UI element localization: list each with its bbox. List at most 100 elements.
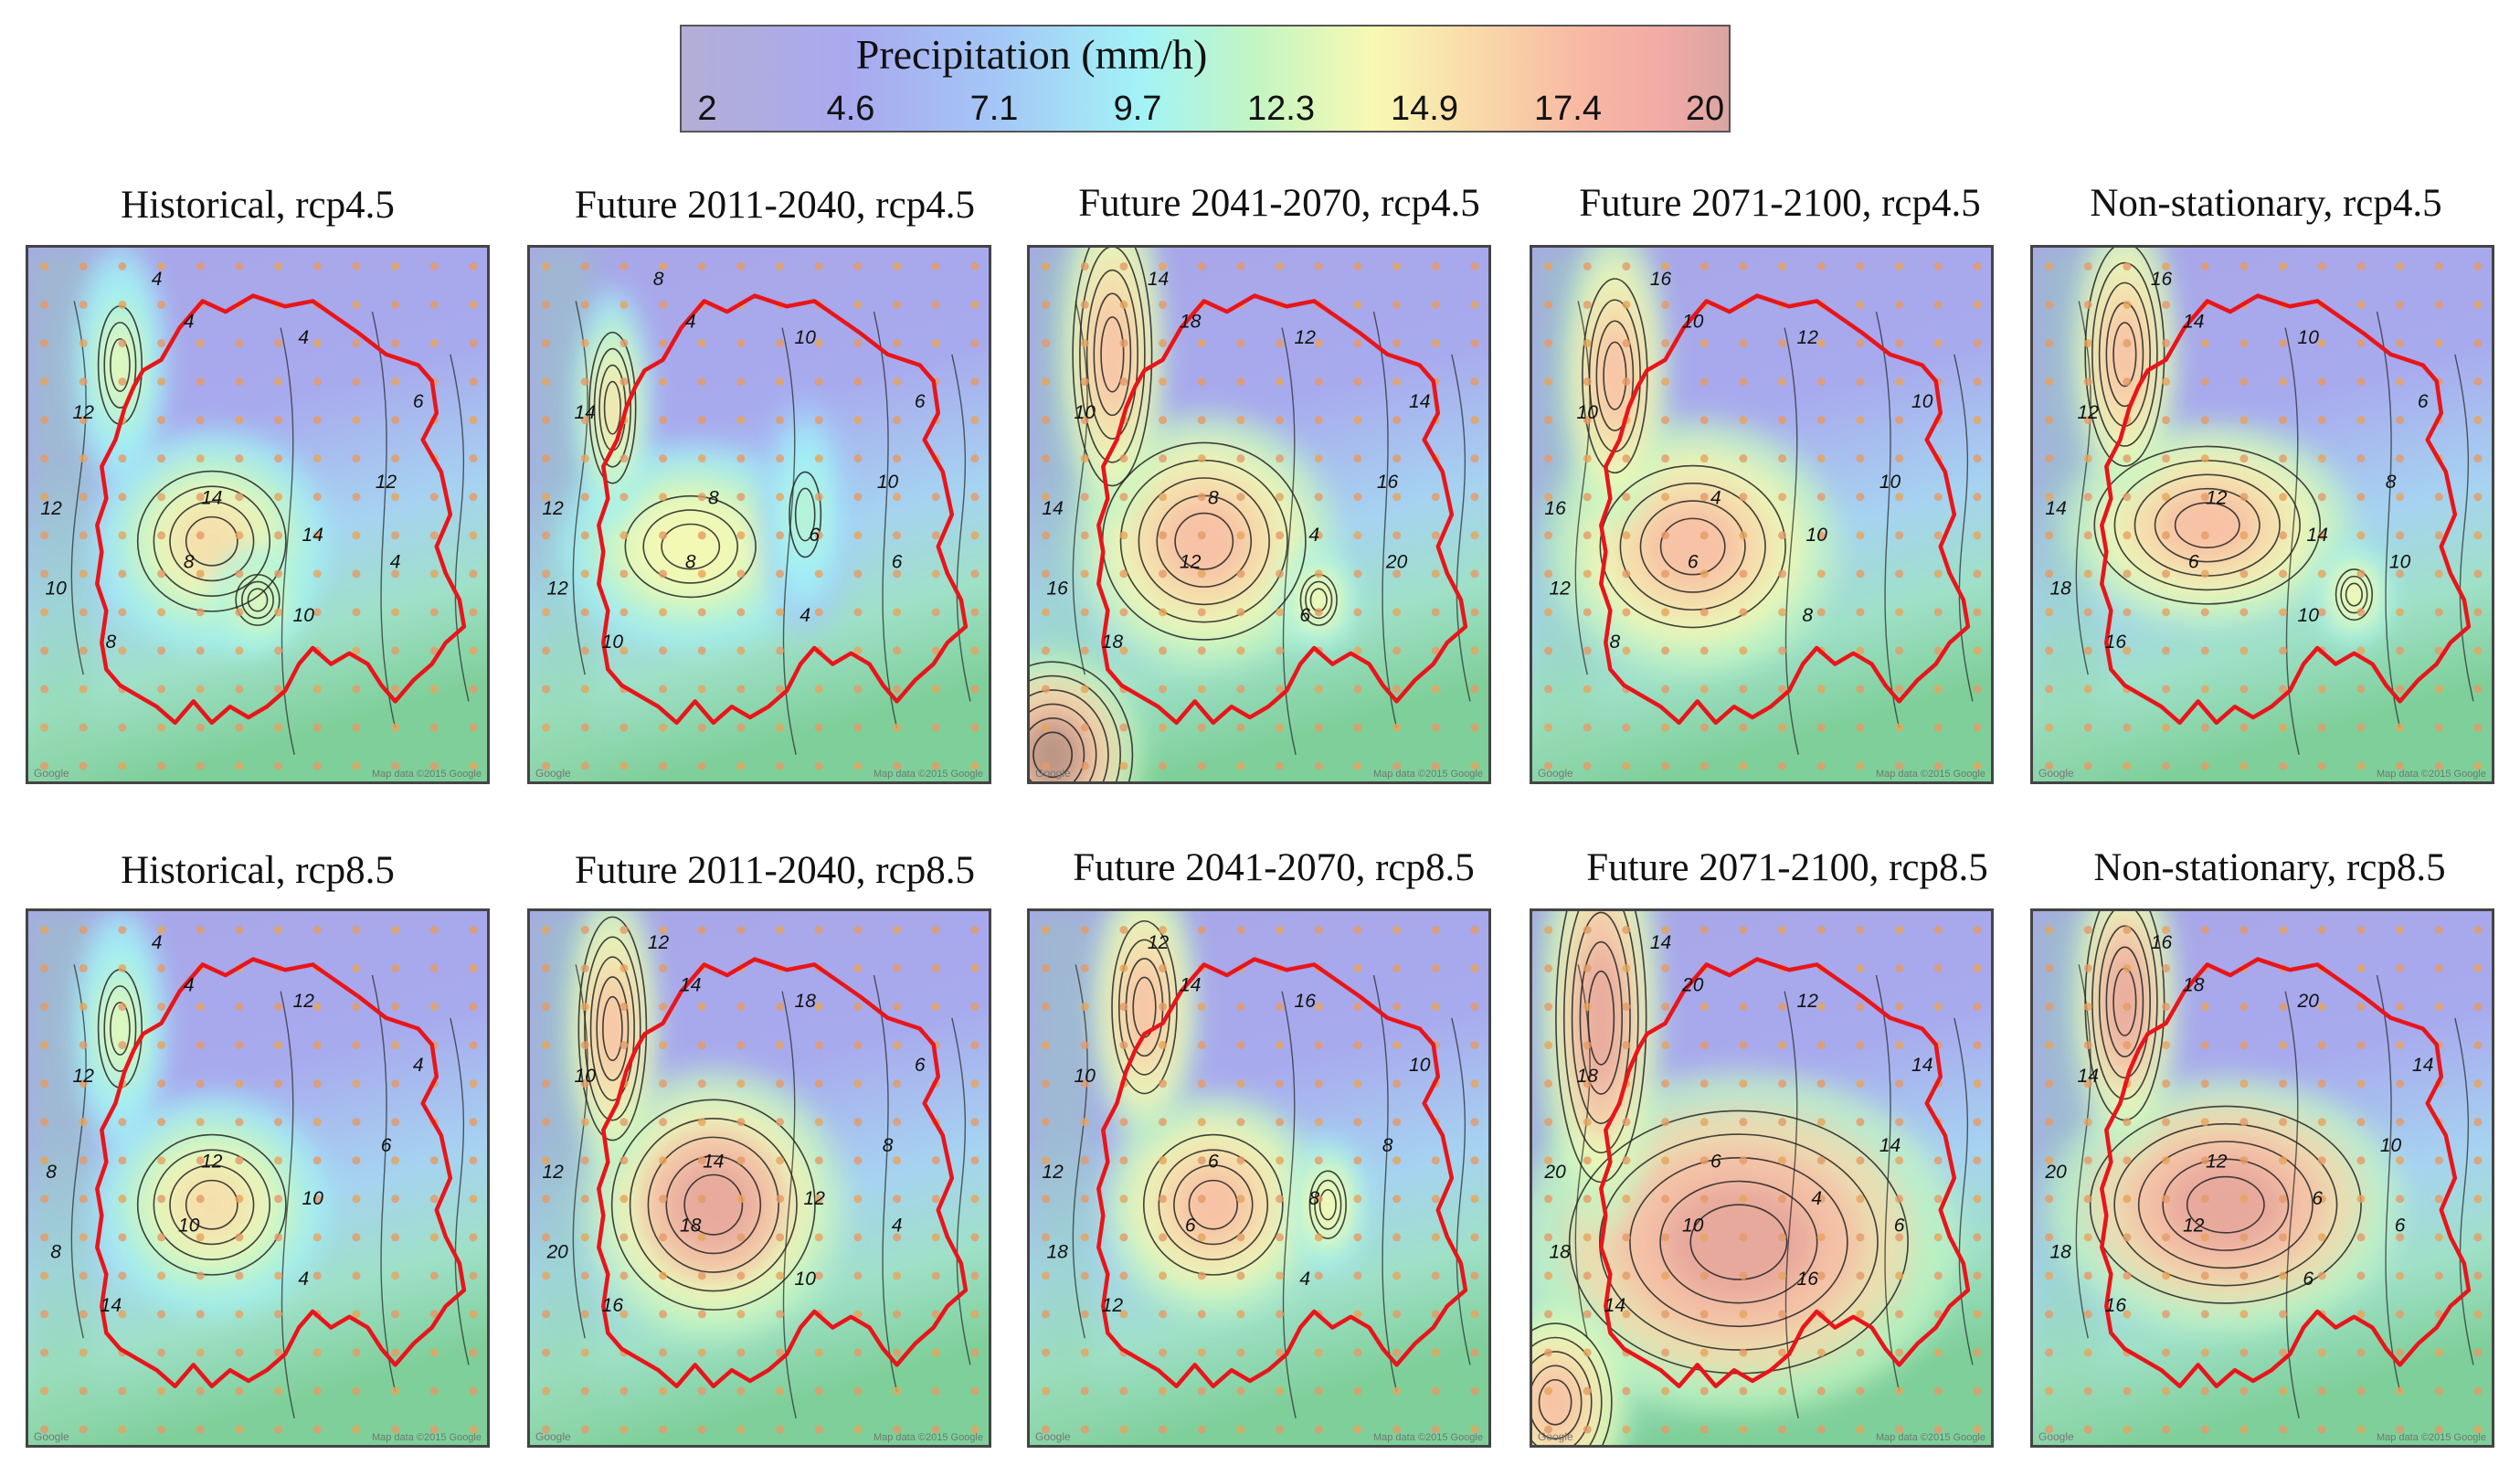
grid-point bbox=[1544, 261, 1553, 271]
grid-point bbox=[2473, 300, 2483, 309]
grid-point bbox=[2396, 1156, 2405, 1165]
contour-line bbox=[2098, 925, 2151, 1079]
grid-point bbox=[2473, 569, 2483, 579]
grid-point bbox=[118, 761, 127, 770]
grid-point bbox=[1933, 723, 1943, 732]
contour-label: 6 bbox=[915, 391, 926, 412]
grid-point bbox=[1236, 1118, 1245, 1127]
grid-point bbox=[2317, 1233, 2326, 1242]
grid-point bbox=[1276, 339, 1285, 348]
grid-point bbox=[2123, 339, 2132, 348]
grid-point bbox=[2356, 1348, 2366, 1357]
grid-point bbox=[1042, 1156, 1051, 1165]
grid-point bbox=[1583, 1271, 1592, 1280]
contour-line bbox=[2091, 911, 2158, 1100]
grid-point bbox=[40, 377, 49, 387]
contour-label: 12 bbox=[542, 1162, 564, 1183]
grid-point bbox=[1661, 1386, 1670, 1396]
grid-point bbox=[1353, 1386, 1362, 1396]
grid-point bbox=[970, 1195, 979, 1204]
grid-point bbox=[619, 1195, 629, 1204]
grid-point bbox=[391, 1310, 400, 1319]
contour-label: 10 bbox=[2298, 327, 2320, 348]
grid-point bbox=[697, 569, 706, 579]
grid-point bbox=[2396, 1386, 2405, 1396]
contour-line bbox=[1532, 1365, 1583, 1440]
grid-point bbox=[1583, 1041, 1592, 1050]
grid-point bbox=[2239, 685, 2249, 694]
grid-point bbox=[1080, 1386, 1089, 1396]
grid-point bbox=[2045, 685, 2054, 694]
grid-point bbox=[1544, 1271, 1553, 1280]
grid-point bbox=[736, 1386, 746, 1396]
grid-point bbox=[1392, 416, 1402, 425]
grid-point bbox=[1895, 925, 1904, 934]
contour-label: 10 bbox=[1879, 472, 1901, 493]
grid-point bbox=[2045, 1041, 2054, 1050]
contour-line bbox=[371, 974, 397, 1392]
grid-point bbox=[1661, 1195, 1670, 1204]
grid-point bbox=[1816, 1425, 1826, 1434]
contour-label: 12 bbox=[1797, 327, 1819, 348]
map-attribution: Map data ©2015 Google bbox=[873, 1432, 983, 1443]
grid-point bbox=[274, 1348, 283, 1357]
precipitation-cell bbox=[2107, 304, 2143, 405]
grid-point bbox=[1544, 416, 1553, 425]
grid-point bbox=[429, 339, 439, 348]
grid-point bbox=[2434, 646, 2443, 655]
grid-point bbox=[1933, 1233, 1943, 1242]
grid-point bbox=[1236, 261, 1245, 271]
grid-point bbox=[1622, 261, 1631, 271]
contour-line bbox=[577, 916, 648, 1142]
grid-point bbox=[1119, 300, 1128, 309]
grid-point bbox=[1276, 1003, 1285, 1012]
grid-point bbox=[2083, 1310, 2092, 1319]
grid-point bbox=[391, 1425, 400, 1434]
grid-point bbox=[312, 1079, 322, 1088]
grid-point bbox=[1353, 416, 1362, 425]
grid-point bbox=[1856, 569, 1865, 579]
grid-point bbox=[1583, 569, 1592, 579]
grid-point bbox=[1159, 1195, 1168, 1204]
grid-point bbox=[312, 608, 322, 617]
grid-point bbox=[2083, 1195, 2092, 1204]
grid-point bbox=[2473, 1195, 2483, 1204]
grid-point bbox=[1119, 1195, 1128, 1204]
grid-point bbox=[1080, 1195, 1089, 1204]
contour-line bbox=[1030, 717, 1085, 781]
grid-point bbox=[312, 531, 322, 540]
grid-point bbox=[274, 1118, 283, 1127]
grid-point bbox=[2317, 339, 2326, 348]
grid-point bbox=[1739, 1348, 1748, 1357]
contour-label: 20 bbox=[545, 1242, 568, 1263]
grid-point bbox=[776, 646, 785, 655]
grid-point bbox=[1778, 261, 1787, 271]
grid-point bbox=[2083, 1425, 2092, 1434]
grid-point bbox=[853, 416, 863, 425]
grid-point bbox=[1470, 1310, 1479, 1319]
grid-point bbox=[2045, 1348, 2054, 1357]
grid-point bbox=[2239, 1118, 2249, 1127]
contour-label: 14 bbox=[302, 525, 323, 546]
grid-point bbox=[2473, 1271, 2483, 1280]
grid-point bbox=[118, 963, 127, 972]
grid-point bbox=[1778, 531, 1787, 540]
grid-point bbox=[1392, 261, 1402, 271]
grid-point bbox=[1622, 608, 1631, 617]
grid-point bbox=[235, 1156, 244, 1165]
contour-label: 6 bbox=[1208, 1151, 1219, 1172]
grid-point bbox=[1778, 1195, 1787, 1204]
grid-point bbox=[2279, 1003, 2288, 1012]
grid-point bbox=[196, 339, 205, 348]
grid-point bbox=[469, 1348, 478, 1357]
grid-point bbox=[1856, 1079, 1865, 1088]
grid-point bbox=[2317, 416, 2326, 425]
grid-point bbox=[1431, 339, 1440, 348]
grid-point bbox=[542, 1386, 551, 1396]
grid-point bbox=[79, 1195, 88, 1204]
grid-point bbox=[2045, 454, 2054, 463]
grid-point bbox=[1314, 925, 1323, 934]
precipitation-cell bbox=[597, 978, 628, 1079]
map-logo: Google bbox=[2038, 767, 2074, 780]
grid-point bbox=[2356, 1425, 2366, 1434]
